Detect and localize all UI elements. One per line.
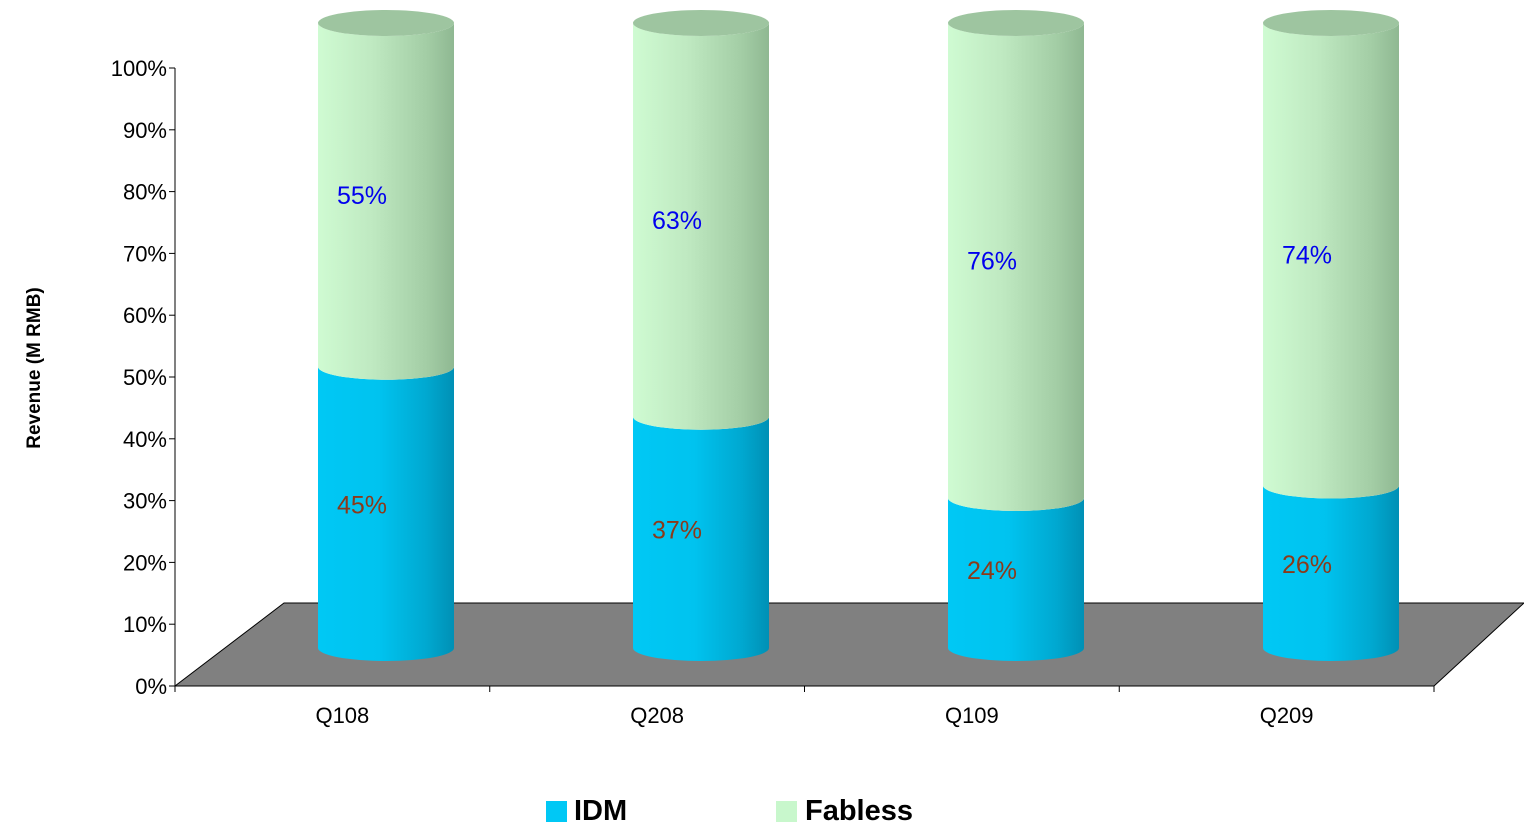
bar-idm [1263,485,1399,661]
data-label-idm: 24% [967,557,1017,585]
data-label-fabless: 74% [1282,241,1332,269]
x-axis: Q108 Q208 Q109 Q209 [174,685,1435,728]
bar-idm [633,416,769,661]
data-label-fabless: 55% [337,182,387,210]
x-tick-label: Q109 [945,703,999,728]
bar-fabless [318,23,454,380]
data-label-idm: 45% [337,491,387,519]
y-tick-label: 70% [123,241,167,266]
bar-top-cap [1263,10,1399,36]
data-label-idm: 26% [1282,551,1332,579]
legend: IDM Fabless [546,795,913,827]
x-tick-label: Q208 [630,703,684,728]
x-tick-label: Q209 [1260,703,1314,728]
x-tick-label: Q108 [315,703,369,728]
y-tick-label: 10% [123,612,167,637]
data-label-fabless: 76% [967,248,1017,276]
y-tick-label: 30% [123,489,167,514]
y-tick-label: 100% [111,56,167,81]
bar-top-cap [948,10,1084,36]
legend-label-fabless: Fabless [805,795,913,827]
y-tick-label: 80% [123,180,167,205]
legend-label-idm: IDM [574,795,627,827]
y-tick-label: 40% [123,427,167,452]
bar-fabless [633,23,769,430]
y-tick-label: 90% [123,118,167,143]
bar-top-cap [633,10,769,36]
y-tick-label: 50% [123,365,167,390]
y-tick-label: 20% [123,550,167,575]
data-labels-group: 45% 55% 37% 63% 24% 76% 26% 74% [337,182,1332,585]
bar-top-cap [318,10,454,36]
legend-swatch-fabless [776,801,797,822]
bar-fabless [948,23,1084,511]
data-label-idm: 37% [652,516,702,544]
bar-fabless [1263,23,1399,499]
bar-idm [948,498,1084,661]
data-label-fabless: 63% [652,207,702,235]
y-tick-label: 60% [123,303,167,328]
y-tick-label: 0% [135,674,167,699]
bar-idm [318,366,454,661]
y-axis: 0% 10% 20% 30% 40% 50% 60% 70% 80% 90% 100% [111,56,176,699]
legend-swatch-idm [546,801,567,822]
y-axis-title: Revenue (M RMB) [24,287,45,449]
bars-group [318,10,1399,661]
